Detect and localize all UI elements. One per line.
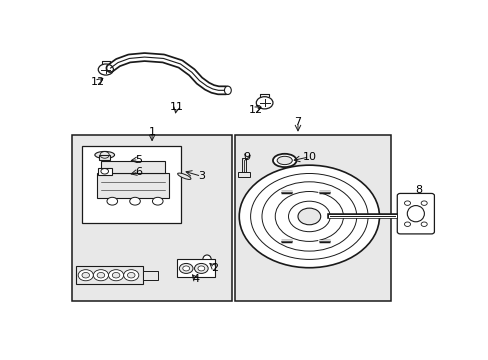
Text: 3: 3	[198, 171, 204, 181]
Ellipse shape	[177, 173, 191, 179]
Bar	[142, 270, 158, 280]
Ellipse shape	[407, 206, 424, 222]
Circle shape	[194, 264, 208, 273]
Circle shape	[82, 273, 89, 278]
Circle shape	[420, 201, 427, 205]
Text: 12: 12	[91, 77, 105, 87]
Circle shape	[78, 270, 93, 281]
Text: 9: 9	[243, 152, 250, 162]
Bar	[238, 172, 250, 177]
Circle shape	[97, 273, 104, 278]
Bar	[235, 135, 390, 301]
Circle shape	[198, 266, 204, 271]
Ellipse shape	[224, 86, 231, 94]
Circle shape	[152, 197, 163, 205]
Text: 8: 8	[415, 185, 422, 195]
Ellipse shape	[272, 154, 296, 167]
Text: 1: 1	[148, 127, 155, 137]
Text: 11: 11	[169, 102, 183, 112]
Ellipse shape	[203, 255, 211, 264]
Text: 2: 2	[211, 263, 218, 273]
Text: 10: 10	[302, 152, 316, 162]
Bar	[176, 260, 214, 278]
Circle shape	[107, 197, 117, 205]
FancyBboxPatch shape	[396, 193, 433, 234]
Text: 7: 7	[294, 117, 301, 127]
Bar	[99, 155, 110, 159]
Bar	[82, 146, 180, 223]
Circle shape	[93, 270, 108, 281]
Circle shape	[123, 270, 139, 281]
Circle shape	[179, 264, 193, 273]
Circle shape	[108, 270, 123, 281]
Bar	[97, 174, 169, 198]
Circle shape	[420, 222, 427, 226]
Circle shape	[239, 165, 379, 268]
Text: 6: 6	[135, 167, 142, 177]
Circle shape	[129, 197, 140, 205]
Circle shape	[127, 273, 135, 278]
Ellipse shape	[95, 152, 114, 158]
Text: 4: 4	[192, 274, 199, 284]
Bar	[101, 161, 165, 174]
Circle shape	[297, 208, 320, 225]
Ellipse shape	[277, 156, 292, 165]
Bar	[72, 135, 231, 301]
Circle shape	[112, 273, 120, 278]
Circle shape	[404, 201, 410, 205]
Circle shape	[183, 266, 189, 271]
Bar	[98, 168, 111, 175]
Circle shape	[404, 222, 410, 226]
Text: 12: 12	[248, 105, 262, 115]
Text: 5: 5	[135, 155, 142, 165]
Bar	[76, 266, 142, 284]
